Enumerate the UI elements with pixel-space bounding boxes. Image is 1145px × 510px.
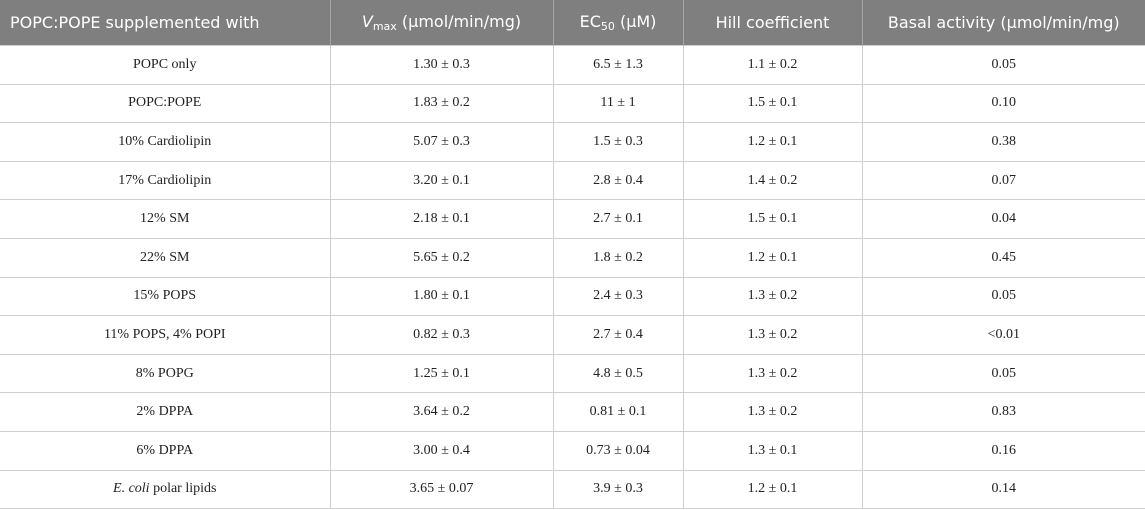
table-cell: 1.4 ± 0.2 [682,160,863,201]
table-cell: 15% POPS [0,276,331,317]
header-subscript: 50 [600,20,615,33]
table-cell: 0.05 [861,45,1145,85]
table-cell: 17% Cardiolipin [0,160,331,201]
table-cell: 0.07 [861,160,1145,201]
table-cell: 11% POPS, 4% POPI [0,315,331,355]
cell-text: polar lipids [153,481,217,497]
table-cell: POPC:POPE [0,83,331,124]
table-cell: 2.18 ± 0.1 [329,199,554,239]
table-cell: 0.73 ± 0.04 [552,430,684,471]
table-cell: 1.5 ± 0.1 [682,83,863,124]
table-cell: 0.81 ± 0.1 [552,392,684,432]
header-cell: Vmax (μmol/min/mg) [330,0,554,46]
header-cell: Basal activity (μmol/min/mg) [862,0,1145,46]
table-row: 15% POPS 1.80 ± 0.1 2.4 ± 0.3 1.3 ± 0.2 0.05 [0,276,1145,317]
table-cell: 3.20 ± 0.1 [329,160,554,201]
table-cell: 1.80 ± 0.1 [329,276,554,317]
table-row: 6% DPPA 3.00 ± 0.4 0.73 ± 0.04 1.3 ± 0.1 0.1… [0,430,1145,471]
header-symbol: EC [579,12,601,31]
table-cell: 12% SM [0,199,331,239]
table-cell: <0.01 [861,315,1145,355]
table-cell: 6.5 ± 1.3 [552,45,684,85]
table-cell: 2.7 ± 0.4 [552,315,684,355]
table-cell: 1.2 ± 0.1 [682,237,863,278]
table-cell: 2% DPPA [0,392,331,432]
header-symbol: V [361,12,373,31]
header-cell: EC50 (μM) [553,0,684,46]
table-cell: 1.3 ± 0.1 [682,430,863,471]
header-cell: Hill coefficient [683,0,863,46]
table-row: 11% POPS, 4% POPI 0.82 ± 0.3 2.7 ± 0.4 1.3 … [0,315,1145,355]
table-cell: 2.4 ± 0.3 [552,276,684,317]
table-cell: 1.25 ± 0.1 [329,353,554,394]
table-cell: 5.65 ± 0.2 [329,237,554,278]
table-cell: 10% Cardiolipin [0,122,331,162]
table-cell: 8% POPG [0,353,331,394]
table-row: POPC only 1.30 ± 0.3 6.5 ± 1.3 1.1 ± 0.2 0.0… [0,45,1145,85]
table-row: 2% DPPA 3.64 ± 0.2 0.81 ± 0.1 1.3 ± 0.2 0.83 [0,392,1145,432]
table-cell: 0.82 ± 0.3 [329,315,554,355]
table-row: 22% SM 5.65 ± 0.2 1.8 ± 0.2 1.2 ± 0.1 0.45 [0,237,1145,278]
table-cell: 1.3 ± 0.2 [682,392,863,432]
table-row: 12% SM 2.18 ± 0.1 2.7 ± 0.1 1.5 ± 0.1 0.04 [0,199,1145,239]
table-row: E. coli polar lipids 3.65 ± 0.07 3.9 ± 0.3… [0,469,1145,510]
table-cell: 1.5 ± 0.1 [682,199,863,239]
table-cell: 1.2 ± 0.1 [682,122,863,162]
table-cell: 1.30 ± 0.3 [329,45,554,85]
table-cell: POPC only [0,45,331,85]
header-subscript: max [372,20,397,33]
table-row: POPC:POPE 1.83 ± 0.2 11 ± 1 1.5 ± 0.1 0.10 [0,83,1145,124]
table-cell: 1.1 ± 0.2 [682,45,863,85]
table-cell: 2.8 ± 0.4 [552,160,684,201]
table-cell: 1.3 ± 0.2 [682,353,863,394]
table-cell: 0.38 [861,122,1145,162]
table-cell: 1.5 ± 0.3 [552,122,684,162]
table-cell: 0.14 [861,469,1145,510]
table-cell: 0.05 [861,353,1145,394]
table-cell: 3.64 ± 0.2 [329,392,554,432]
header-unit: (μmol/min/mg) [401,12,522,31]
table-row: 17% Cardiolipin 3.20 ± 0.1 2.8 ± 0.4 1.4 ± … [0,160,1145,201]
table-cell: 11 ± 1 [552,83,684,124]
table-cell: 4.8 ± 0.5 [552,353,684,394]
table-cell: 1.83 ± 0.2 [329,83,554,124]
table-body: POPC only 1.30 ± 0.3 6.5 ± 1.3 1.1 ± 0.2 0.0… [0,45,1145,510]
table-cell: 0.83 [861,392,1145,432]
table-cell: 6% DPPA [0,430,331,471]
table-cell: 1.3 ± 0.2 [682,315,863,355]
table-cell: 3.9 ± 0.3 [552,469,684,510]
table-cell: 22% SM [0,237,331,278]
table-cell: 0.05 [861,276,1145,317]
header-unit: (μM) [619,12,657,31]
header-row: POPC:POPE supplemented with Vmax (μmol/m… [0,0,1145,46]
table-cell: 0.45 [861,237,1145,278]
header-cell: POPC:POPE supplemented with [0,0,331,46]
table-cell: 0.04 [861,199,1145,239]
table-cell: 1.3 ± 0.2 [682,276,863,317]
table-cell: E. coli polar lipids [0,469,331,510]
table-cell: 3.65 ± 0.07 [329,469,554,510]
table-cell: 2.7 ± 0.1 [552,199,684,239]
table-cell: 1.8 ± 0.2 [552,237,684,278]
italic-text: E. coli [113,481,150,497]
table-cell: 3.00 ± 0.4 [329,430,554,471]
table-cell: 1.2 ± 0.1 [682,469,863,510]
table-cell: 5.07 ± 0.3 [329,122,554,162]
table-cell: 0.16 [861,430,1145,471]
table-cell: 0.10 [861,83,1145,124]
table-row: 8% POPG 1.25 ± 0.1 4.8 ± 0.5 1.3 ± 0.2 0.05 [0,353,1145,394]
table-row: 10% Cardiolipin 5.07 ± 0.3 1.5 ± 0.3 1.2 ± … [0,122,1145,162]
